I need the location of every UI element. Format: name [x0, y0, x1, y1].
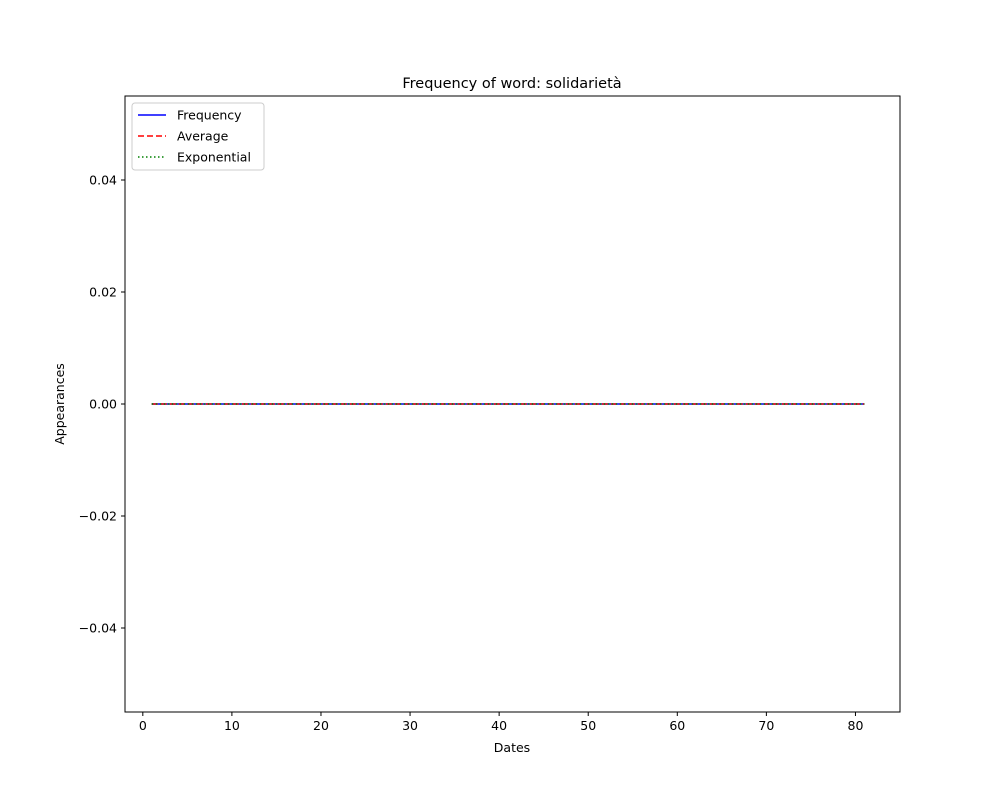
x-tick-label: 80 [848, 718, 864, 733]
x-tick-label: 20 [313, 718, 329, 733]
legend-entries: Frequency Average Exponential [138, 108, 251, 165]
y-tick-label: 0.00 [89, 397, 117, 412]
x-tick-label: 70 [758, 718, 774, 733]
x-tick-label: 0 [139, 718, 147, 733]
legend-label-average: Average [177, 129, 229, 144]
x-axis-ticks: 0 10 20 30 40 50 60 70 80 [139, 712, 864, 733]
legend-label-exponential: Exponential [177, 150, 251, 165]
x-axis-label: Dates [494, 740, 530, 755]
y-tick-label: 0.04 [89, 173, 117, 188]
x-tick-label: 40 [491, 718, 507, 733]
y-axis-label: Appearances [52, 363, 67, 445]
y-tick-label: −0.02 [79, 509, 117, 524]
legend-box [131, 102, 265, 171]
y-tick-label: 0.02 [89, 285, 117, 300]
chart-title: Frequency of word: solidarietà [402, 76, 621, 92]
legend: Frequency Average Exponential [131, 102, 265, 171]
x-tick-label: 60 [669, 718, 685, 733]
x-tick-label: 10 [224, 718, 240, 733]
x-tick-label: 50 [580, 718, 596, 733]
x-tick-label: 30 [402, 718, 418, 733]
y-axis-ticks: −0.04 −0.02 0.00 0.02 0.04 [79, 173, 125, 636]
legend-label-frequency: Frequency [177, 108, 242, 123]
y-tick-label: −0.04 [79, 621, 117, 636]
